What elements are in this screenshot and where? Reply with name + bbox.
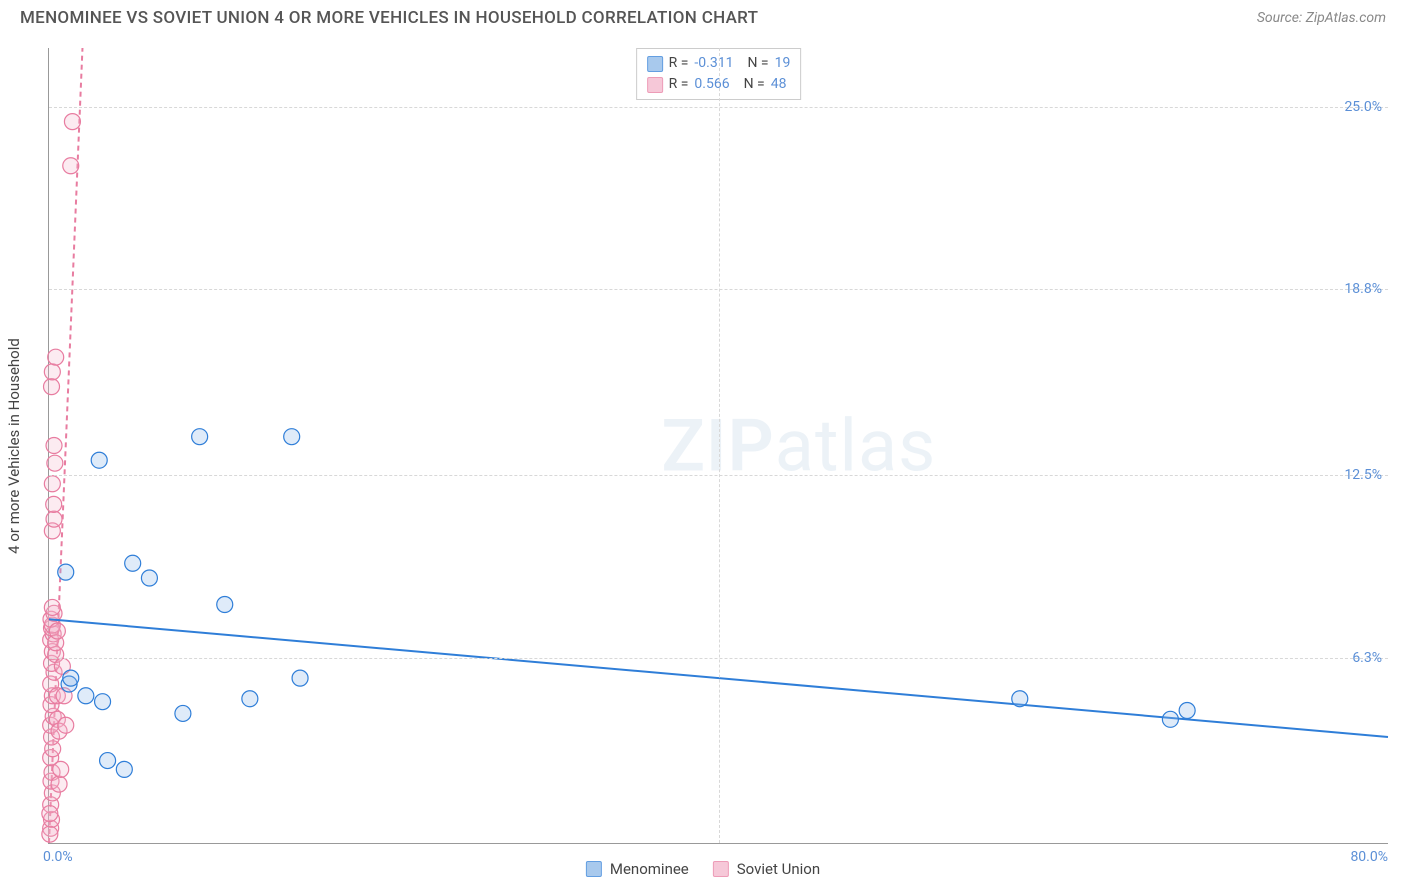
swatch-menominee-2 (586, 861, 602, 877)
chart-title: MENOMINEE VS SOVIET UNION 4 OR MORE VEHI… (20, 8, 758, 28)
y-tick-label: 25.0% (1344, 99, 1382, 115)
stat-n-soviet: 48 (771, 74, 787, 95)
y-tick-label: 6.3% (1352, 650, 1382, 666)
stat-r-label: R = (669, 53, 689, 74)
chart-source: Source: ZipAtlas.com (1257, 10, 1386, 26)
chart-plot-area: ZIPatlas R = -0.311 N = 19 R = 0.566 N =… (48, 48, 1388, 844)
swatch-soviet (647, 77, 663, 93)
swatch-soviet-2 (713, 861, 729, 877)
y-tick-label: 12.5% (1344, 467, 1382, 483)
stat-n-label: N = (747, 53, 768, 74)
swatch-menominee (647, 56, 663, 72)
x-tick-label: 80.0% (1350, 849, 1388, 865)
legend-item-menominee: Menominee (586, 860, 689, 878)
stat-n-menominee: 19 (775, 53, 791, 74)
stat-r-label-2: R = (669, 74, 689, 95)
y-axis-title: 4 or more Vehicles in Household (5, 338, 23, 554)
stat-n-label-2: N = (744, 74, 765, 95)
y-tick-label: 18.8% (1344, 281, 1382, 297)
x-tick-label: 0.0% (43, 849, 73, 865)
legend-label-soviet: Soviet Union (737, 860, 820, 878)
stat-r-menominee: -0.311 (694, 53, 733, 74)
legend-label-menominee: Menominee (610, 860, 689, 878)
legend-item-soviet: Soviet Union (713, 860, 820, 878)
series-legend: Menominee Soviet Union (586, 860, 820, 878)
stat-r-soviet: 0.566 (694, 74, 729, 95)
